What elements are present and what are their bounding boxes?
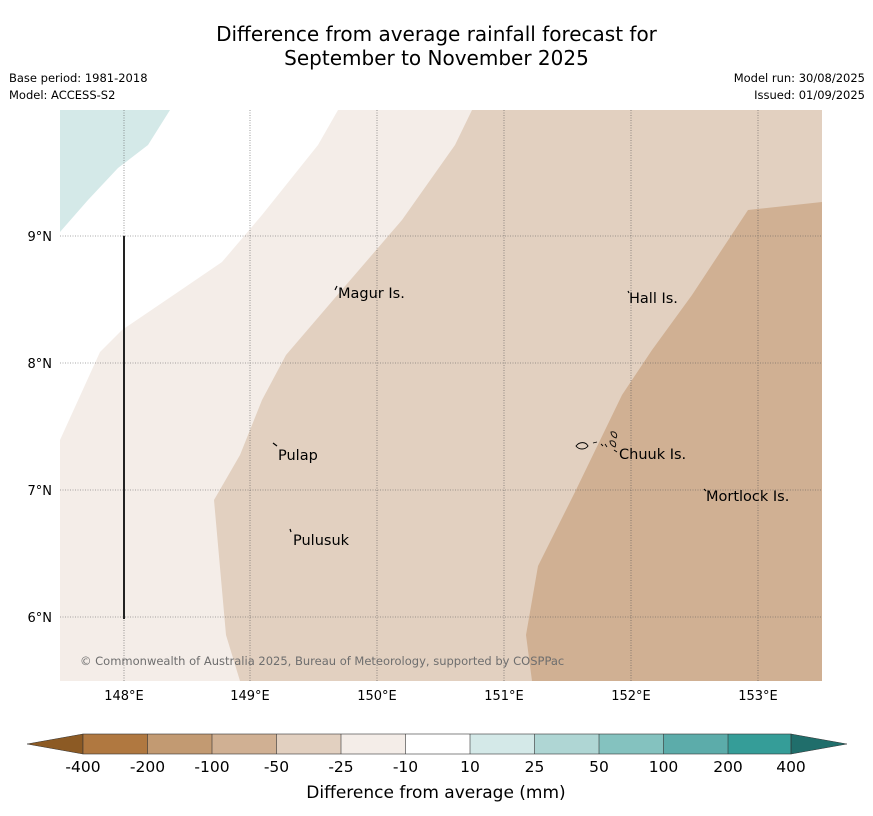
model-name: Model: ACCESS-S2 (9, 88, 116, 102)
colorbar-bin-pos100-200 (663, 734, 728, 754)
label-magur: Magur Is. (338, 286, 405, 302)
colorbar-bin-neutral (405, 734, 470, 754)
colorbar-tick-neg10: -10 (393, 758, 418, 776)
model-run: Model run: 30/08/2025 (733, 71, 865, 85)
region-neg100-50 (526, 202, 822, 681)
colorbar-tick-neg100: -100 (194, 758, 229, 776)
colorbar-bin-pos25-50 (534, 734, 599, 754)
lat-label-8n: 8°N (28, 357, 53, 372)
lat-label-6n: 6°N (28, 611, 53, 626)
colorbar-bin-pos10-25 (470, 734, 535, 754)
label-pulap: Pulap (278, 448, 318, 464)
colorbar-tick-neg200: -200 (130, 758, 165, 776)
lon-label-153e: 153°E (738, 689, 778, 704)
lon-label-150e: 150°E (357, 689, 397, 704)
region-neutral (60, 110, 338, 440)
meta-right: Model run: 30/08/2025 Issued: 01/09/2025 (734, 70, 865, 104)
map-title: Difference from average rainfall forecas… (0, 22, 873, 70)
colorbar-tick-pos10: 10 (460, 758, 480, 776)
gridlines (60, 110, 822, 681)
lon-label-148e: 148°E (104, 689, 144, 704)
colorbar-bin-neg50-25 (276, 734, 341, 754)
label-mortlock: Mortlock Is. (706, 489, 789, 505)
colorbar-bin-neg100-50 (212, 734, 277, 754)
label-chuuk: Chuuk Is. (619, 447, 686, 463)
title-line-1: Difference from average rainfall forecas… (216, 22, 657, 46)
colorbar-under-arrow (26, 733, 84, 755)
lon-label-149e: 149°E (230, 689, 270, 704)
colorbar-tick-pos200: 200 (713, 758, 743, 776)
map-area (60, 110, 822, 681)
colorbar-tick-pos25: 25 (525, 758, 545, 776)
colorbar-tick-pos100: 100 (649, 758, 679, 776)
colorbar-tick-neg50: -50 (264, 758, 289, 776)
label-pulusuk: Pulusuk (293, 533, 350, 549)
colorbar-bin-pos50-100 (599, 734, 664, 754)
label-hall: Hall Is. (629, 291, 678, 307)
lon-label-152e: 152°E (611, 689, 651, 704)
magur-island-mark (334, 285, 338, 291)
colorbar-bin-neg25-10 (341, 734, 406, 754)
lon-label-151e: 151°E (484, 689, 524, 704)
meta-left: Base period: 1981-2018 Model: ACCESS-S2 (9, 70, 148, 104)
mortlock-island-mark (703, 488, 707, 492)
colorbar-tick-pos50: 50 (589, 758, 609, 776)
colorbar-label: Difference from average (mm) (306, 783, 565, 803)
hall-island-mark (627, 290, 630, 294)
colorbar-dividers (82, 733, 792, 755)
colorbar-tick-pos400: 400 (776, 758, 806, 776)
copyright-notice: © Commonwealth of Australia 2025, Bureau… (80, 654, 564, 668)
colorbar-bin-pos200-400 (728, 734, 791, 754)
colorbar-over-arrow (790, 733, 848, 755)
island-marks (272, 285, 707, 533)
issued-date: Issued: 01/09/2025 (754, 88, 865, 102)
chuuk-lagoon-mark (575, 431, 618, 453)
colorbar-bin-neg400-200 (83, 734, 148, 754)
lat-label-7n: 7°N (28, 484, 53, 499)
base-period: Base period: 1981-2018 (9, 71, 148, 85)
colorbar-bin-neg200-100 (147, 734, 212, 754)
title-line-2: September to November 2025 (284, 46, 589, 70)
lat-label-9n: 9°N (28, 230, 53, 245)
colorbar-tick-neg25: -25 (328, 758, 353, 776)
pulap-island-mark (272, 442, 278, 447)
colorbar-tick-neg400: -400 (65, 758, 100, 776)
region-pos10-25 (60, 110, 170, 232)
colorbar: -400 -200 -100 -50 -25 -10 10 25 50 100 … (26, 733, 848, 803)
pulusuk-island-mark (289, 528, 292, 533)
